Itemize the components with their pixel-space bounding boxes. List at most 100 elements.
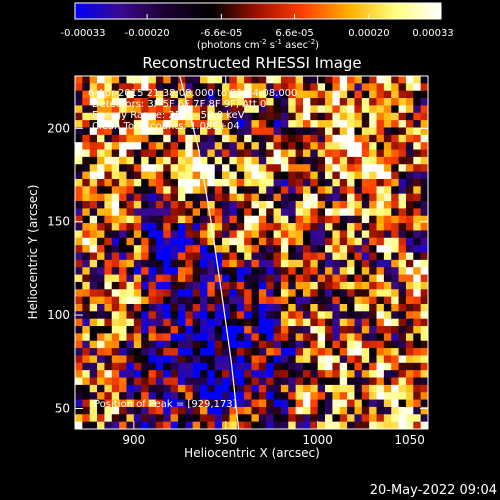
heatmap-cell <box>200 193 208 202</box>
heatmap-cell <box>155 281 164 290</box>
heatmap-cell <box>258 127 267 136</box>
heatmap-cell <box>170 296 179 305</box>
heatmap-cell <box>82 274 91 283</box>
heatmap-cell <box>310 223 319 232</box>
heatmap-cell <box>185 355 194 364</box>
heatmap-cell <box>126 311 135 320</box>
heatmap-cell <box>258 311 267 320</box>
heatmap-cell <box>405 105 414 114</box>
heatmap-cell <box>354 171 363 180</box>
heatmap-cell <box>89 201 98 209</box>
heatmap-cell <box>325 76 333 84</box>
heatmap-cell <box>229 193 238 202</box>
heatmap-cell <box>325 281 333 290</box>
heatmap-cell <box>302 245 311 254</box>
heatmap-cell <box>413 399 422 408</box>
heatmap-cell <box>369 326 378 334</box>
heatmap-cell <box>111 156 120 165</box>
heatmap-cell <box>354 112 363 121</box>
heatmap-cell <box>163 208 172 217</box>
heatmap-cell <box>163 149 172 158</box>
heatmap-cell <box>177 340 186 349</box>
heatmap-cell <box>339 362 348 371</box>
heatmap-cell <box>273 112 282 121</box>
heatmap-cell <box>148 223 157 232</box>
y-tick-label: 200 <box>47 121 70 135</box>
heatmap-cell <box>82 399 91 408</box>
heatmap-cell <box>82 362 91 371</box>
heatmap-cell <box>347 421 356 429</box>
heatmap-cell <box>126 134 135 143</box>
heatmap-cell <box>155 384 164 393</box>
heatmap-cell <box>339 171 348 180</box>
heatmap-cell <box>273 149 282 158</box>
heatmap-cell <box>339 414 348 423</box>
heatmap-cell <box>229 362 238 371</box>
heatmap-cell <box>222 98 231 107</box>
heatmap-cell <box>317 362 326 371</box>
heatmap-cell <box>280 384 289 393</box>
heatmap-cell <box>273 215 282 224</box>
heatmap-cell <box>258 274 267 283</box>
x-tick-label: 900 <box>122 433 145 447</box>
heatmap-cell <box>369 311 378 320</box>
heatmap-cell <box>177 193 186 202</box>
heatmap-cell <box>82 112 91 121</box>
heatmap-cell <box>347 127 356 136</box>
heatmap-cell <box>369 245 378 254</box>
heatmap-cell <box>251 259 260 268</box>
heatmap-cell <box>361 76 370 84</box>
annotation-energy-range: Energy Range: 25.0 - 50.0 keV <box>92 110 245 121</box>
heatmap-cell <box>302 281 311 290</box>
heatmap-cell <box>75 112 83 121</box>
heatmap-cell <box>104 377 113 386</box>
heatmap-cell <box>347 223 356 232</box>
heatmap-cell <box>302 370 311 379</box>
heatmap-cell <box>104 98 113 107</box>
heatmap-cell <box>97 223 106 232</box>
heatmap-cell <box>177 149 186 158</box>
heatmap-cell <box>126 267 135 276</box>
heatmap-cell <box>413 296 422 305</box>
heatmap-cell <box>258 112 267 121</box>
heatmap-cell <box>170 208 179 217</box>
heatmap-cell <box>325 289 333 298</box>
heatmap-cell <box>126 186 135 195</box>
heatmap-cell <box>266 186 275 195</box>
heatmap-cell <box>310 289 319 298</box>
heatmap-cell <box>376 127 385 136</box>
heatmap-cell <box>280 333 289 342</box>
heatmap-cell <box>89 303 98 312</box>
heatmap-cell <box>177 127 186 136</box>
heatmap-cell <box>310 186 319 195</box>
heatmap-cell <box>170 230 179 239</box>
heatmap-cell <box>177 201 186 209</box>
heatmap-cell <box>163 171 172 180</box>
heatmap-cell <box>82 105 91 114</box>
heatmap-cell <box>310 134 319 143</box>
heatmap-cell <box>332 178 341 187</box>
heatmap-cell <box>155 311 164 320</box>
heatmap-cell <box>155 127 164 136</box>
heatmap-cell <box>251 76 260 84</box>
heatmap-cell <box>354 406 363 415</box>
heatmap-cell <box>317 142 326 151</box>
heatmap-cell <box>258 215 267 224</box>
heatmap-cell <box>185 178 194 187</box>
heatmap-cell <box>383 208 392 217</box>
heatmap-cell <box>332 289 341 298</box>
heatmap-cell <box>222 377 231 386</box>
heatmap-cell <box>111 76 120 84</box>
heatmap-cell <box>133 149 142 158</box>
heatmap-cell <box>229 406 238 415</box>
heatmap-cell <box>413 414 422 423</box>
heatmap-cell <box>82 377 91 386</box>
heatmap-cell <box>295 399 304 408</box>
heatmap-cell <box>192 76 201 84</box>
heatmap-cell <box>185 289 194 298</box>
heatmap-cells <box>75 76 428 429</box>
heatmap-cell <box>104 142 113 151</box>
heatmap-cell <box>82 134 91 143</box>
heatmap-cell <box>310 377 319 386</box>
heatmap-cell <box>177 120 186 129</box>
